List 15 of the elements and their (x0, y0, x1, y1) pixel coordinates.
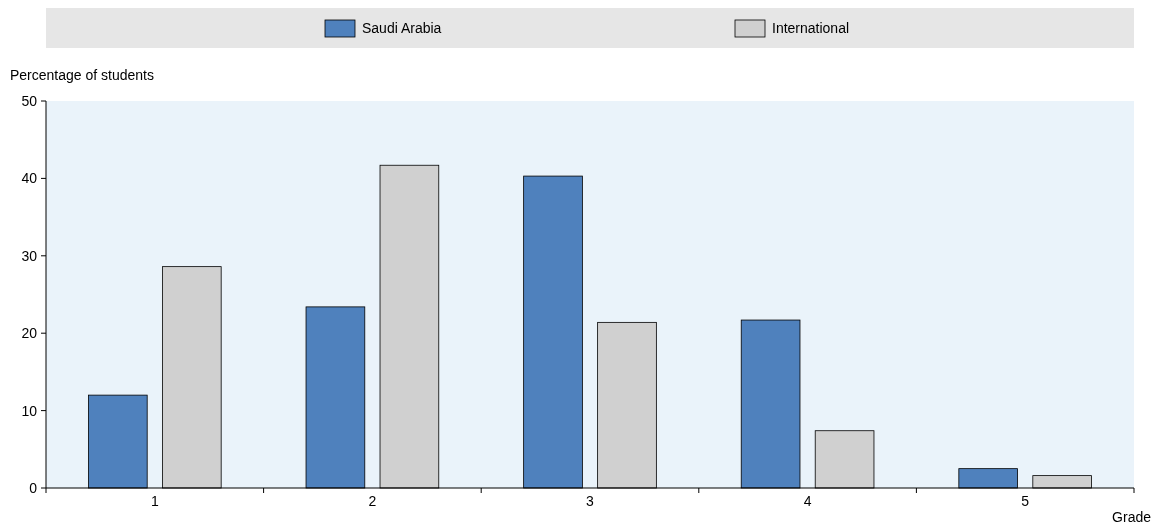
y-axis-title: Percentage of students (10, 67, 154, 83)
y-tick-label: 30 (21, 247, 38, 264)
y-tick-label: 0 (29, 479, 38, 496)
legend-label: Saudi Arabia (362, 20, 442, 37)
y-tick-label: 40 (21, 170, 38, 187)
x-tick-label: 4 (803, 493, 812, 509)
y-tick-label: 10 (21, 402, 38, 419)
legend-label: International (772, 20, 850, 37)
y-tick-label: 20 (21, 325, 38, 342)
x-tick-label: 1 (150, 493, 159, 509)
x-axis-title: Grade (1112, 509, 1152, 525)
x-tick-label: 2 (368, 493, 377, 509)
y-tick-label: 50 (21, 92, 38, 109)
x-tick-label: 5 (1021, 493, 1030, 509)
x-tick-label: 3 (586, 493, 595, 509)
